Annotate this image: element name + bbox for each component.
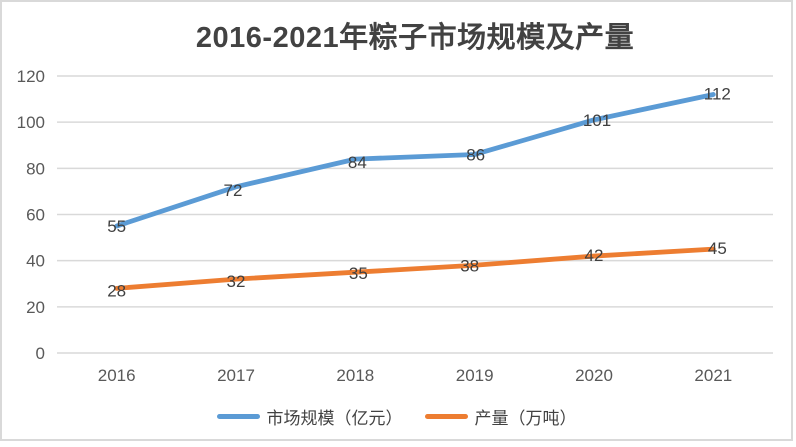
legend-item-market-size: 市场规模（亿元） bbox=[216, 404, 403, 429]
data-label: 45 bbox=[708, 239, 727, 258]
data-label: 72 bbox=[224, 181, 243, 200]
chart-title: 2016-2021年粽子市场规模及产量 bbox=[195, 22, 635, 54]
y-tick-label: 80 bbox=[26, 159, 45, 178]
series-line bbox=[114, 92, 716, 229]
y-tick-label: 40 bbox=[26, 252, 45, 271]
y-tick-label: 0 bbox=[36, 344, 45, 363]
x-tick-label: 2017 bbox=[217, 366, 255, 385]
x-tick-label: 2019 bbox=[456, 366, 494, 385]
legend-swatch bbox=[216, 414, 260, 419]
data-label: 86 bbox=[466, 145, 485, 164]
y-tick-label: 60 bbox=[26, 206, 45, 225]
x-tick-label: 2020 bbox=[575, 366, 613, 385]
y-tick-label: 100 bbox=[17, 113, 45, 132]
data-label: 35 bbox=[349, 264, 368, 283]
legend: 市场规模（亿元） 产量（万吨） bbox=[0, 404, 793, 429]
data-label: 112 bbox=[704, 84, 731, 103]
data-label: 42 bbox=[585, 246, 604, 265]
y-tick-label: 20 bbox=[26, 298, 45, 317]
x-tick-label: 2016 bbox=[98, 366, 136, 385]
legend-label: 产量（万吨） bbox=[474, 409, 577, 428]
x-tick-label: 2021 bbox=[694, 366, 732, 385]
legend-swatch bbox=[424, 414, 468, 419]
legend-label: 市场规模（亿元） bbox=[266, 409, 403, 428]
data-label: 32 bbox=[227, 272, 246, 291]
y-tick-label: 120 bbox=[17, 67, 45, 86]
data-label: 101 bbox=[583, 111, 611, 130]
x-tick-label: 2018 bbox=[336, 366, 374, 385]
data-label: 28 bbox=[107, 281, 126, 300]
series-line bbox=[114, 246, 716, 291]
data-label: 38 bbox=[460, 256, 479, 275]
data-label: 84 bbox=[348, 153, 367, 172]
data-label: 55 bbox=[107, 217, 126, 236]
legend-item-production: 产量（万吨） bbox=[424, 404, 577, 429]
